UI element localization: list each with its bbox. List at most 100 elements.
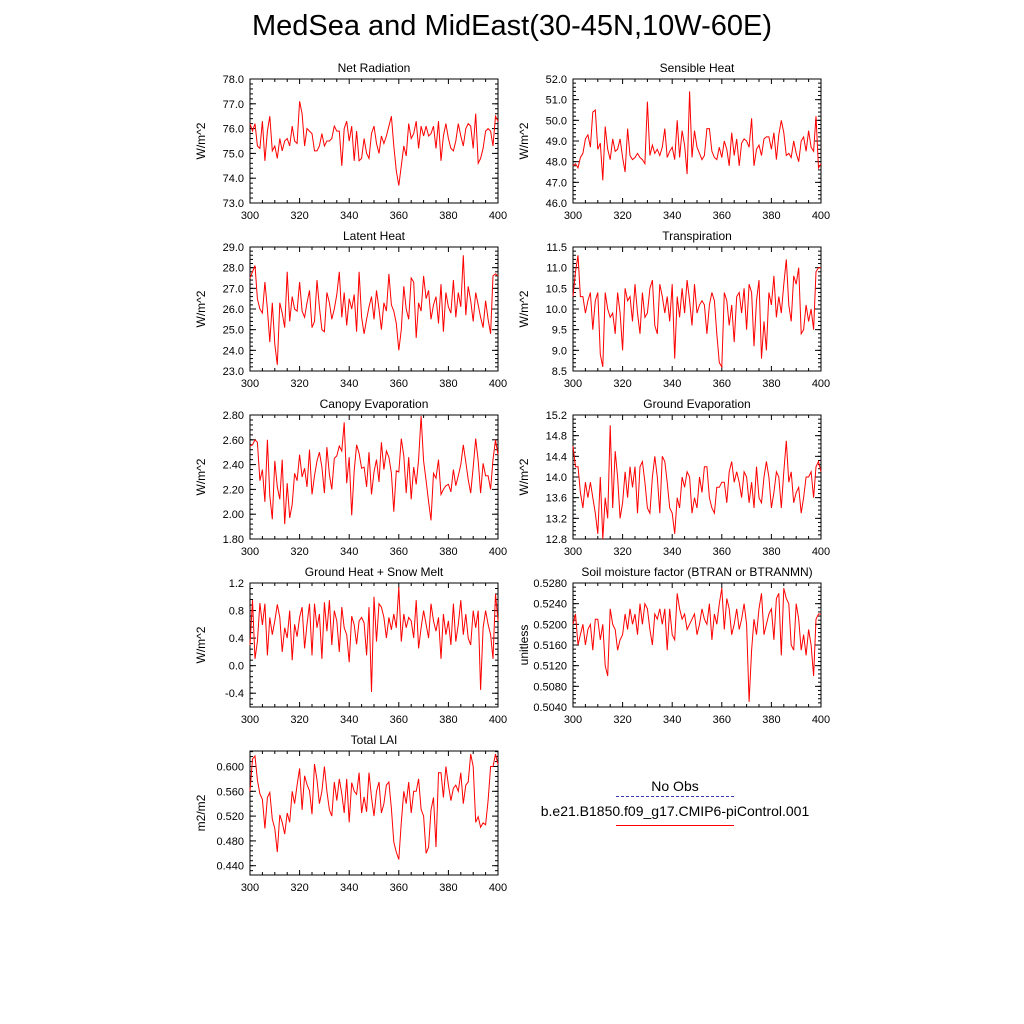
y-tick-label: 2.40 (223, 460, 244, 472)
x-tick-label: 380 (762, 210, 780, 222)
x-tick-label: 340 (663, 546, 681, 558)
series-line (249, 255, 499, 365)
y-tick-label: 2.20 (223, 484, 244, 496)
y-tick-label: 73.0 (223, 198, 244, 210)
legend-obs-line (616, 796, 734, 797)
y-tick-label: 29.0 (223, 242, 244, 254)
panel-5: 300 320 340 360 380 400 1.80 2.00 2.20 2.40 2.60 2.… (194, 397, 507, 558)
x-tick-label: 380 (439, 714, 457, 726)
y-tick-label: 47.0 (546, 177, 567, 189)
y-tick-label: 13.2 (546, 513, 567, 525)
series-line (572, 91, 822, 181)
y-tick-label: 13.6 (546, 493, 567, 505)
x-tick-label: 360 (713, 210, 731, 222)
x-tick-label: 360 (713, 378, 731, 390)
y-tick-label: 0.560 (216, 786, 244, 798)
y-axis-label: unitless (517, 625, 531, 666)
series-line (249, 753, 499, 860)
panel-title: Soil moisture factor (BTRAN or BTRANMN) (581, 565, 812, 579)
x-tick-label: 360 (390, 378, 408, 390)
x-tick-label: 320 (613, 378, 631, 390)
y-tick-label: 0.5080 (533, 681, 567, 693)
y-tick-label: 8.5 (552, 366, 567, 378)
x-tick-label: 340 (340, 714, 358, 726)
legend-case-line (616, 825, 734, 826)
y-tick-label: 0.5160 (533, 640, 567, 652)
panel-title: Ground Heat + Snow Melt (305, 565, 444, 579)
series-line (572, 425, 822, 540)
panel-title: Total LAI (351, 733, 398, 747)
y-tick-label: 2.00 (223, 509, 244, 521)
x-tick-label: 300 (564, 378, 582, 390)
x-tick-label: 320 (290, 378, 308, 390)
series-line (249, 587, 499, 692)
y-tick-label: 1.80 (223, 534, 244, 546)
y-tick-label: 46.0 (546, 198, 567, 210)
y-tick-label: 24.0 (223, 345, 244, 357)
x-tick-label: 400 (812, 210, 830, 222)
x-tick-label: 380 (762, 378, 780, 390)
x-tick-label: 400 (812, 546, 830, 558)
x-tick-label: 320 (290, 882, 308, 894)
y-tick-label: 10.5 (546, 283, 567, 295)
y-axis-label: W/m^2 (517, 458, 531, 495)
y-axis-label: W/m^2 (194, 626, 208, 663)
panel-7: 300 320 340 360 380 400 -0.4 0.0 0.4 0.8 1.2 Ground… (194, 565, 507, 726)
y-tick-label: 1.2 (229, 578, 244, 590)
y-tick-label: 26.0 (223, 304, 244, 316)
y-tick-label: 48.0 (546, 157, 567, 169)
panel-frame (572, 78, 822, 204)
x-tick-label: 380 (439, 882, 457, 894)
y-axis-label: W/m^2 (517, 290, 531, 327)
x-tick-label: 340 (340, 882, 358, 894)
x-tick-label: 360 (390, 546, 408, 558)
panel-4: 300 320 340 360 380 400 8.5 9.0 9.5 10.0 10.5 11.0 1… (517, 229, 830, 390)
y-tick-label: 9.5 (552, 325, 567, 337)
y-tick-label: 27.0 (223, 283, 244, 295)
x-tick-label: 300 (241, 714, 259, 726)
panel-title: Sensible Heat (660, 61, 735, 75)
y-tick-label: 76.0 (223, 124, 244, 136)
x-tick-label: 300 (564, 210, 582, 222)
y-tick-label: 2.60 (223, 435, 244, 447)
y-tick-label: 0.0 (229, 661, 244, 673)
y-axis-label: W/m^2 (194, 458, 208, 495)
y-tick-label: 0.520 (216, 811, 244, 823)
y-axis-label: W/m^2 (517, 122, 531, 159)
x-tick-label: 300 (564, 714, 582, 726)
y-tick-label: 75.0 (223, 148, 244, 160)
x-tick-label: 400 (489, 882, 507, 894)
x-tick-label: 340 (663, 210, 681, 222)
x-tick-label: 300 (241, 378, 259, 390)
panel-9: 300 320 340 360 380 400 0.440 0.480 0.520 0.560 0.… (194, 733, 507, 894)
x-tick-label: 360 (390, 882, 408, 894)
panel-frame (249, 414, 499, 540)
x-tick-label: 320 (613, 546, 631, 558)
x-tick-label: 360 (390, 210, 408, 222)
legend: No Obs b.e21.B1850.f09_g17.CMIP6-piContr… (530, 778, 820, 826)
panel-frame (249, 246, 499, 372)
panel-2: 300 320 340 360 380 400 46.0 47.0 48.0 49.0 50.0 51… (517, 61, 830, 222)
y-tick-label: 2.80 (223, 410, 244, 422)
y-tick-label: 0.5040 (533, 702, 567, 714)
y-tick-label: 52.0 (546, 74, 567, 86)
x-tick-label: 300 (564, 546, 582, 558)
y-tick-label: 0.8 (229, 606, 244, 618)
panel-8: 300 320 340 360 380 400 0.5040 0.5080 0.5120 0.51… (517, 565, 830, 726)
x-tick-label: 380 (762, 714, 780, 726)
y-tick-label: 14.8 (546, 431, 567, 443)
x-tick-label: 340 (663, 378, 681, 390)
y-axis-label: W/m^2 (194, 290, 208, 327)
x-tick-label: 400 (489, 210, 507, 222)
y-tick-label: 50.0 (546, 115, 567, 127)
y-tick-label: 0.5120 (533, 661, 567, 673)
x-tick-label: 400 (489, 378, 507, 390)
y-tick-label: 25.0 (223, 325, 244, 337)
y-tick-label: 9.0 (552, 345, 567, 357)
y-tick-label: 78.0 (223, 74, 244, 86)
y-tick-label: 14.4 (546, 451, 567, 463)
series-line (249, 101, 499, 186)
y-tick-label: 51.0 (546, 95, 567, 107)
x-tick-label: 400 (812, 714, 830, 726)
